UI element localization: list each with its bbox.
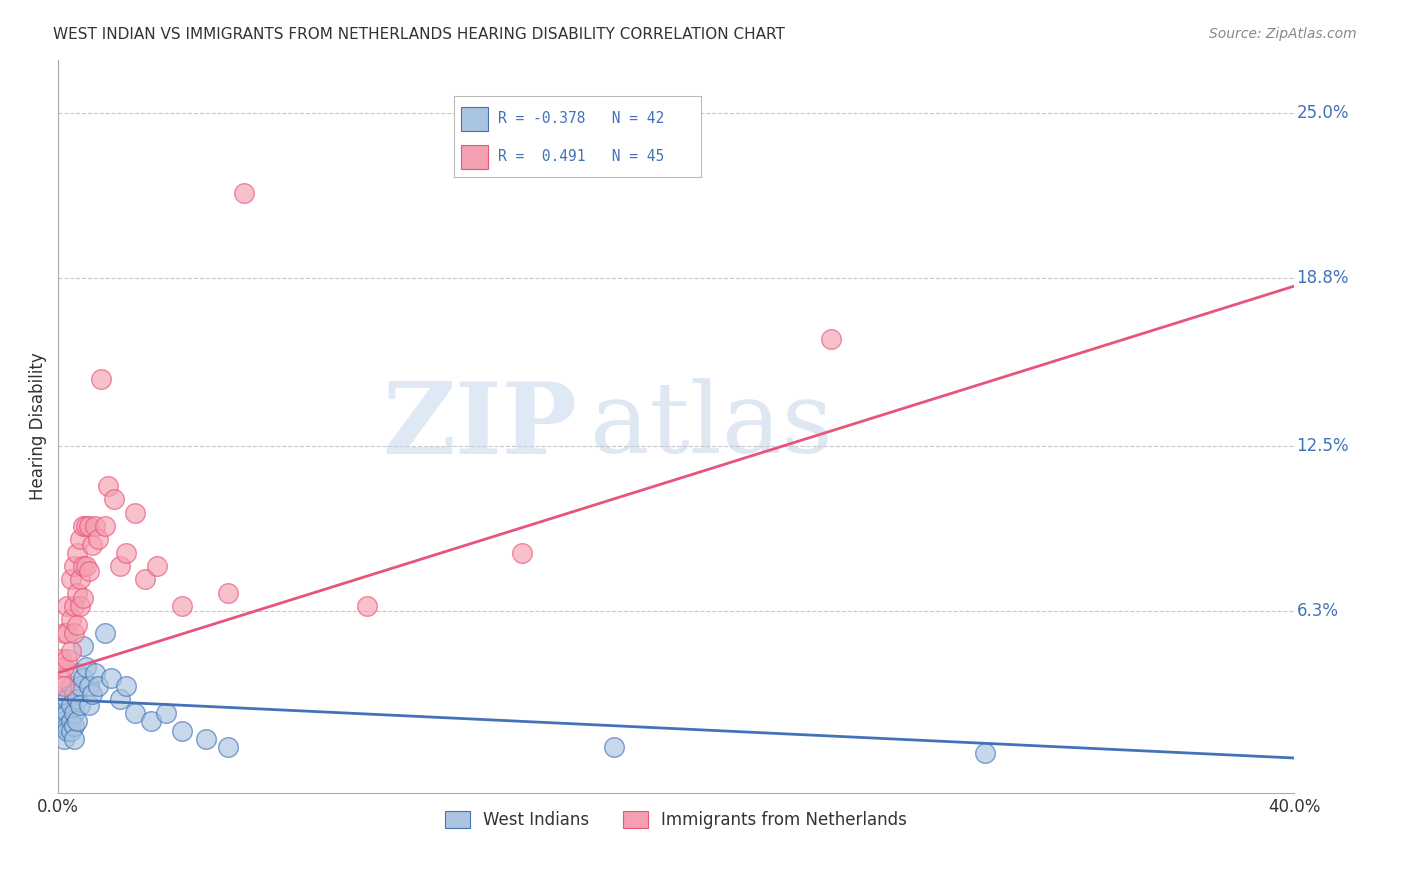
Point — [195, 732, 218, 747]
Point — [62, 625, 84, 640]
Point — [62, 559, 84, 574]
Text: atlas: atlas — [589, 378, 832, 474]
Point — [820, 333, 842, 347]
Point — [59, 644, 82, 658]
Point — [84, 665, 107, 680]
Point — [115, 679, 138, 693]
Point — [87, 533, 110, 547]
Point — [139, 714, 162, 728]
Point — [124, 506, 146, 520]
Point — [66, 617, 89, 632]
Point — [84, 519, 107, 533]
Point — [603, 740, 626, 755]
Legend: West Indians, Immigrants from Netherlands: West Indians, Immigrants from Netherland… — [439, 804, 914, 836]
Point — [56, 692, 79, 706]
Point — [77, 565, 100, 579]
Point — [115, 546, 138, 560]
Point — [77, 698, 100, 712]
Point — [75, 660, 97, 674]
Point — [62, 599, 84, 613]
Point — [56, 652, 79, 666]
Point — [232, 186, 254, 200]
Point — [75, 559, 97, 574]
Text: ZIP: ZIP — [382, 377, 578, 475]
Point — [77, 519, 100, 533]
Point — [134, 573, 156, 587]
Point — [217, 585, 239, 599]
Point — [93, 519, 115, 533]
Point — [82, 538, 104, 552]
Point — [75, 519, 97, 533]
Point — [62, 687, 84, 701]
Point — [56, 599, 79, 613]
Point — [974, 746, 997, 760]
Point — [66, 665, 89, 680]
Point — [53, 692, 76, 706]
Point — [155, 706, 177, 720]
Point — [66, 546, 89, 560]
Point — [69, 698, 91, 712]
Text: 6.3%: 6.3% — [1296, 602, 1339, 621]
Point — [72, 639, 94, 653]
Point — [97, 479, 120, 493]
Point — [56, 706, 79, 720]
Point — [108, 692, 131, 706]
Point — [170, 724, 193, 739]
Point — [77, 679, 100, 693]
Point — [53, 714, 76, 728]
Point — [82, 687, 104, 701]
Point — [66, 692, 89, 706]
Point — [66, 714, 89, 728]
Point — [108, 559, 131, 574]
Point — [93, 625, 115, 640]
Point — [100, 671, 122, 685]
Point — [53, 660, 76, 674]
Point — [69, 573, 91, 587]
Text: 12.5%: 12.5% — [1296, 437, 1350, 455]
Point — [51, 652, 73, 666]
Point — [56, 719, 79, 733]
Point — [170, 599, 193, 613]
Point — [72, 559, 94, 574]
Point — [62, 719, 84, 733]
Point — [51, 706, 73, 720]
Text: Source: ZipAtlas.com: Source: ZipAtlas.com — [1209, 27, 1357, 41]
Point — [90, 372, 112, 386]
Point — [53, 732, 76, 747]
Point — [66, 585, 89, 599]
Point — [59, 679, 82, 693]
Point — [59, 698, 82, 712]
Point — [51, 671, 73, 685]
Point — [69, 533, 91, 547]
Point — [72, 591, 94, 605]
Text: WEST INDIAN VS IMMIGRANTS FROM NETHERLANDS HEARING DISABILITY CORRELATION CHART: WEST INDIAN VS IMMIGRANTS FROM NETHERLAN… — [53, 27, 786, 42]
Point — [59, 714, 82, 728]
Point — [51, 719, 73, 733]
Point — [53, 625, 76, 640]
Point — [103, 492, 125, 507]
Point — [62, 732, 84, 747]
Point — [146, 559, 169, 574]
Point — [56, 724, 79, 739]
Point — [56, 625, 79, 640]
Point — [53, 679, 76, 693]
Point — [69, 679, 91, 693]
Point — [356, 599, 378, 613]
Point — [62, 706, 84, 720]
Point — [59, 724, 82, 739]
Point — [72, 671, 94, 685]
Point — [69, 599, 91, 613]
Point — [510, 546, 533, 560]
Point — [87, 679, 110, 693]
Y-axis label: Hearing Disability: Hearing Disability — [30, 352, 46, 500]
Text: 18.8%: 18.8% — [1296, 269, 1348, 287]
Text: 25.0%: 25.0% — [1296, 103, 1348, 122]
Point — [59, 612, 82, 626]
Point — [124, 706, 146, 720]
Point — [217, 740, 239, 755]
Point — [59, 573, 82, 587]
Point — [72, 519, 94, 533]
